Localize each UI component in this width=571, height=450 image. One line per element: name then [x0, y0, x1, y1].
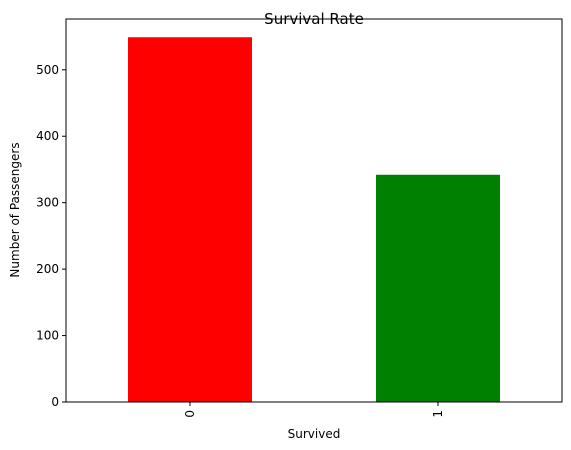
y-axis-label: Number of Passengers [8, 142, 22, 277]
y-tick-label-200: 200 [36, 262, 59, 276]
bar-0 [128, 37, 252, 403]
bars-group [128, 37, 500, 403]
plot-area-frame [65, 18, 563, 403]
y-tick-label-100: 100 [36, 329, 59, 343]
y-tick-label-400: 400 [36, 129, 59, 143]
bar-1 [376, 174, 500, 402]
x-tick-label-0: 0 [183, 410, 197, 418]
x-axis-label: Survived [288, 427, 341, 441]
y-tick-label-500: 500 [36, 63, 59, 77]
y-axis-ticks: 0 100 200 300 400 500 [36, 63, 66, 409]
y-tick-label-300: 300 [36, 196, 59, 210]
x-tick-label-1: 1 [431, 410, 445, 418]
y-tick-label-0: 0 [51, 395, 59, 409]
